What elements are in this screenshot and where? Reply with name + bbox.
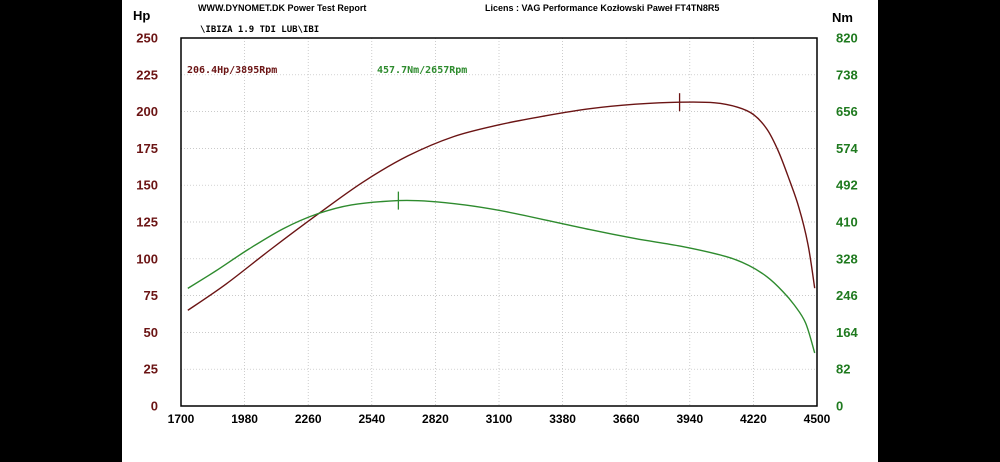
right-tick-label: 738 — [836, 67, 858, 82]
right-tick-label: 492 — [836, 178, 858, 193]
series-layer — [187, 101, 816, 354]
torque-peak-label: 457.7Nm/2657Rpm — [377, 65, 467, 76]
x-tick-label: 3380 — [549, 412, 576, 426]
left-tick-label: 225 — [136, 67, 158, 82]
right-tick-label: 410 — [836, 215, 858, 230]
x-tick-label: 2540 — [358, 412, 385, 426]
right-tick-label: 246 — [836, 288, 858, 303]
right-tick-label: 82 — [836, 362, 850, 377]
grid — [180, 37, 818, 407]
x-tick-label: 4220 — [740, 412, 767, 426]
left-tick-label: 200 — [136, 104, 158, 119]
left-axis-unit: Hp — [133, 8, 150, 23]
right-tick-label: 574 — [836, 141, 858, 156]
right-tick-label: 820 — [836, 31, 858, 46]
right-tick-label: 328 — [836, 251, 858, 266]
x-tick-label: 3660 — [613, 412, 640, 426]
left-tick-label: 175 — [136, 141, 158, 156]
x-axis-ticks: 1700 1980 2260 2540 2820 3100 3380 3660 3940 4220… — [168, 412, 831, 426]
left-tick-label: 50 — [144, 325, 158, 340]
x-tick-label: 3940 — [676, 412, 703, 426]
x-tick-label: 2820 — [422, 412, 449, 426]
left-tick-label: 150 — [136, 178, 158, 193]
x-tick-label: 1700 — [168, 412, 195, 426]
power-peak-label: 206.4Hp/3895Rpm — [187, 65, 277, 76]
peak-markers — [397, 93, 681, 210]
x-tick-label: 4500 — [804, 412, 831, 426]
power-curve — [187, 101, 816, 311]
right-tick-label: 0 — [836, 399, 843, 414]
site-header: WWW.DYNOMET.DK Power Test Report — [198, 3, 366, 13]
left-tick-label: 25 — [144, 362, 158, 377]
right-tick-label: 164 — [836, 325, 858, 340]
right-tick-label: 656 — [836, 104, 858, 119]
x-tick-label: 3100 — [486, 412, 513, 426]
license-header: Licens : VAG Performance Kozłowski Paweł… — [485, 3, 719, 13]
torque-curve — [187, 199, 816, 354]
left-tick-label: 0 — [151, 399, 158, 414]
plot-frame — [180, 37, 818, 407]
left-tick-label: 250 — [136, 31, 158, 46]
report-paper — [122, 0, 878, 462]
left-tick-label: 125 — [136, 215, 158, 230]
x-tick-label: 2260 — [295, 412, 322, 426]
file-path: \IBIZA 1.9 TDI LUB\IBI — [200, 25, 319, 35]
left-tick-label: 75 — [144, 288, 158, 303]
right-axis-unit: Nm — [832, 10, 853, 25]
x-tick-label: 1980 — [231, 412, 258, 426]
left-tick-label: 100 — [136, 251, 158, 266]
